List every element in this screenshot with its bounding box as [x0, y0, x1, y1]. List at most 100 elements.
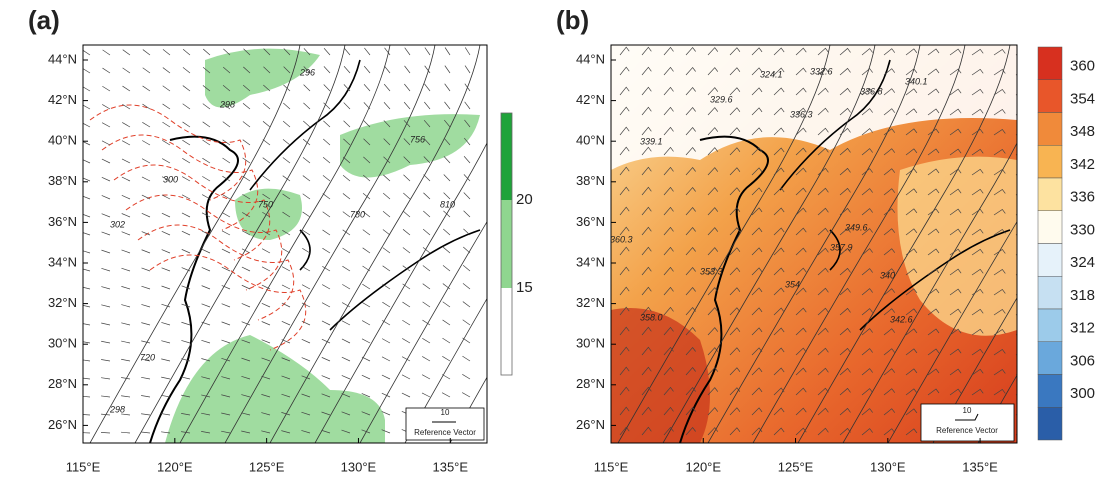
wind-arrow: [301, 284, 311, 290]
wind-barb: [773, 207, 785, 216]
wind-barb: [663, 266, 674, 276]
wind-arrow: [341, 356, 351, 362]
wind-arrow: [463, 192, 471, 200]
wind-barb: [641, 286, 652, 296]
reference-label: Reference Vector: [414, 428, 476, 437]
wind-barb: [1015, 313, 1017, 316]
wind-barb: [729, 387, 741, 396]
wind-barb: [663, 406, 674, 416]
wind-barb: [685, 286, 696, 296]
wind-barb: [685, 226, 696, 236]
wind-arrow: [122, 85, 131, 92]
wind-barb: [971, 328, 984, 336]
wind-arrow: [262, 157, 271, 164]
wind-arrow: [424, 101, 431, 110]
wind-arrow: [363, 84, 371, 92]
wind-barb: [707, 147, 719, 156]
wind-arrow: [221, 230, 231, 236]
wind-barb: [751, 47, 763, 56]
wind-barb: [685, 406, 696, 416]
wind-arrow: [83, 49, 91, 56]
wind-arrow: [243, 66, 251, 74]
wind-arrow: [262, 211, 271, 218]
wind-barb: [663, 66, 674, 76]
wind-arrow: [303, 120, 311, 128]
wind-arrow: [161, 340, 171, 344]
wind-barb: [883, 88, 896, 96]
wind-barb: [619, 306, 630, 316]
wind-barb: [839, 247, 851, 256]
contour: [797, 45, 1011, 443]
colorbar-label: 20: [516, 191, 533, 208]
wind-barb: [905, 368, 918, 376]
wind-barb: [707, 67, 719, 76]
wind-barb: [993, 148, 1006, 156]
wind-barb: [861, 128, 873, 136]
wind-arrow: [302, 193, 311, 200]
wind-arrow: [362, 247, 371, 254]
wind-barb: [883, 248, 896, 256]
wind-arrow: [464, 47, 471, 56]
wind-arrow: [201, 431, 211, 434]
wind-barb: [663, 346, 674, 356]
wind-barb: [1015, 273, 1017, 276]
wind-barb: [839, 87, 851, 96]
wind-barb: [619, 106, 630, 116]
wind-arrow: [221, 303, 231, 308]
wind-barb: [795, 67, 807, 76]
wind-arrow: [283, 102, 291, 110]
wind-arrow: [362, 283, 371, 290]
wind-arrow: [242, 193, 251, 200]
wind-arrow: [181, 413, 191, 416]
wind-barb: [663, 166, 674, 176]
wind-arrow: [100, 432, 111, 434]
wind-barb: [839, 67, 851, 76]
wind-arrow: [403, 101, 411, 110]
wind-arrow: [442, 301, 451, 308]
wind-barb: [1015, 353, 1017, 356]
wind-arrow: [102, 67, 111, 74]
wind-arrow: [141, 376, 151, 380]
wind-barb: [905, 48, 918, 56]
wind-barb: [663, 366, 674, 376]
wind-barb: [817, 47, 829, 56]
wind-arrow: [302, 266, 311, 272]
wind-arrow: [362, 265, 371, 272]
wind-arrow: [322, 175, 331, 182]
wind-barb: [663, 306, 674, 316]
wind-barb: [949, 308, 962, 316]
lon-label: 130°E: [341, 459, 377, 474]
wind-barb: [861, 48, 873, 56]
shade: [205, 48, 320, 108]
wind-arrow: [423, 119, 431, 128]
wind-barb: [949, 48, 962, 56]
wind-barb: [707, 267, 719, 276]
wind-arrow: [361, 429, 371, 434]
wind-arrow: [363, 138, 371, 146]
contour: [842, 142, 1017, 443]
wind-barb: [1015, 193, 1017, 196]
wind-barb: [685, 66, 696, 76]
wind-barb: [795, 207, 807, 216]
wind-arrow: [241, 339, 251, 344]
wind-barb: [905, 388, 918, 396]
wind-barb: [773, 87, 785, 96]
wind-arrow: [83, 68, 91, 74]
wind-arrow: [424, 83, 431, 92]
wind-arrow: [404, 83, 411, 92]
wind-arrow: [182, 158, 191, 164]
wind-arrow: [162, 85, 171, 92]
wind-arrow: [142, 122, 151, 128]
wind-barb: [707, 367, 719, 376]
wind-arrow: [262, 193, 271, 200]
wind-barb: [751, 427, 763, 436]
lat-label: 28°N: [576, 376, 605, 391]
wind-barb: [861, 268, 873, 276]
contour: [932, 297, 1017, 443]
wind-arrow: [342, 193, 351, 200]
wind-barb: [1015, 153, 1017, 156]
wind-arrow: [261, 339, 271, 344]
wind-arrow: [161, 267, 171, 272]
wind-arrow: [221, 339, 231, 344]
wind-arrow: [282, 157, 291, 164]
